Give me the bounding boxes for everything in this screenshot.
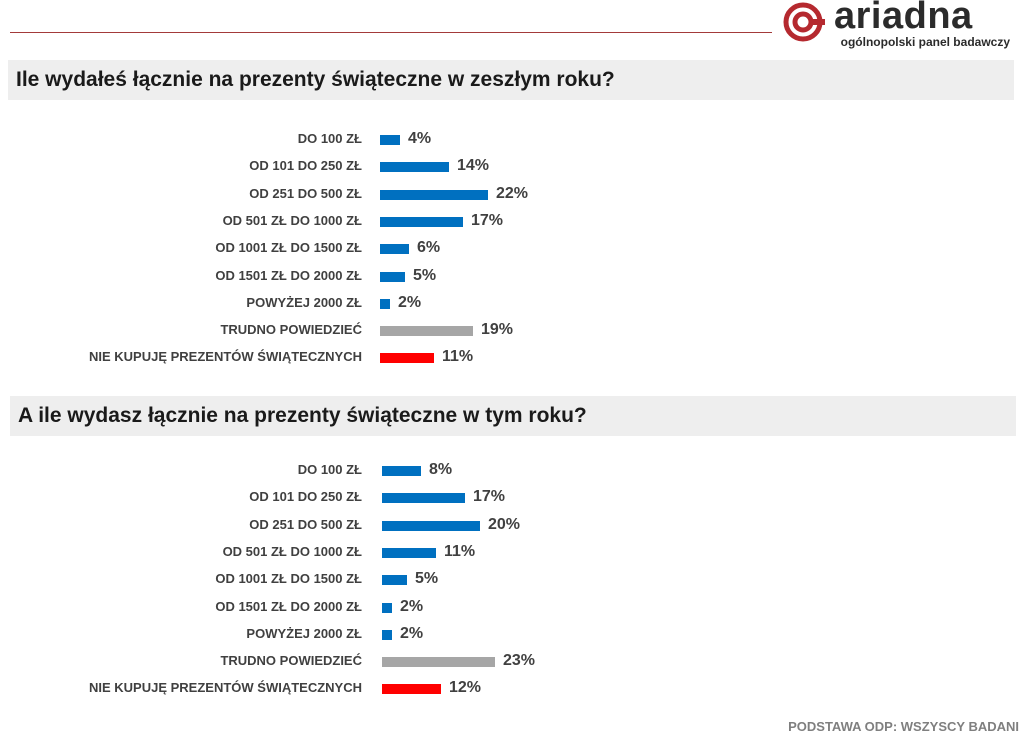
ariadna-logo-icon xyxy=(783,2,825,42)
question-title-2: A ile wydasz łącznie na prezenty świątec… xyxy=(18,404,587,427)
category-label: OD 501 ZŁ DO 1000 ZŁ xyxy=(222,213,362,228)
category-label: OD 1001 ZŁ DO 1500 ZŁ xyxy=(215,240,362,255)
value-label: 14% xyxy=(457,157,490,174)
bar xyxy=(382,684,441,694)
category-label: OD 1501 ZŁ DO 2000 ZŁ xyxy=(215,268,362,283)
value-label: 12% xyxy=(449,679,482,696)
category-label: POWYŻEJ 2000 ZŁ xyxy=(246,295,362,310)
category-label: OD 501 ZŁ DO 1000 ZŁ xyxy=(222,544,362,559)
value-label: 5% xyxy=(415,570,439,587)
brand-tagline: ogólnopolski panel badawczy xyxy=(840,35,1010,49)
ariadna-logo: ariadna ogólnopolski panel badawczy xyxy=(782,0,1014,52)
value-label: 2% xyxy=(398,294,422,311)
footer-note: PODSTAWA ODP: WSZYSCY BADANI xyxy=(788,719,1019,734)
bar xyxy=(380,353,434,363)
value-label: 17% xyxy=(471,212,504,229)
category-label: OD 101 DO 250 ZŁ xyxy=(249,158,362,173)
bar xyxy=(382,630,392,640)
bar xyxy=(380,272,405,282)
category-label: OD 101 DO 250 ZŁ xyxy=(249,489,362,504)
bar xyxy=(380,190,488,200)
value-label: 4% xyxy=(408,130,432,147)
header-divider xyxy=(10,32,772,33)
category-label: DO 100 ZŁ xyxy=(297,131,362,146)
bar xyxy=(382,575,407,585)
bar xyxy=(382,521,480,531)
bar xyxy=(382,548,436,558)
question-banner-1: Ile wydałeś łącznie na prezenty świątecz… xyxy=(8,60,1014,100)
value-label: 2% xyxy=(400,625,424,642)
value-label: 23% xyxy=(503,652,536,669)
bar-chart-last-year: DO 100 ZŁ 4% OD 101 DO 250 ZŁ 14% OD 251 DO … xyxy=(0,128,1023,368)
value-label: 2% xyxy=(400,598,424,615)
bar xyxy=(380,244,409,254)
question-title-1: Ile wydałeś łącznie na prezenty świątecz… xyxy=(16,68,615,91)
bar xyxy=(382,493,465,503)
category-label: OD 251 DO 500 ZŁ xyxy=(249,517,362,532)
value-label: 6% xyxy=(417,239,441,256)
value-label: 5% xyxy=(413,267,437,284)
value-label: 11% xyxy=(442,348,474,365)
value-label: 19% xyxy=(481,321,514,338)
category-label: NIE KUPUJĘ PREZENTÓW ŚWIĄTECZNYCH xyxy=(88,680,362,695)
bar xyxy=(380,299,390,309)
value-label: 11% xyxy=(444,543,476,560)
category-label: TRUDNO POWIEDZIEĆ xyxy=(220,322,362,337)
value-label: 22% xyxy=(496,185,529,202)
bar xyxy=(380,135,400,145)
bar xyxy=(382,466,421,476)
category-label: OD 1001 ZŁ DO 1500 ZŁ xyxy=(215,571,362,586)
bar xyxy=(380,326,473,336)
brand-name: ariadna xyxy=(834,0,973,37)
question-banner-2: A ile wydasz łącznie na prezenty świątec… xyxy=(10,396,1016,436)
value-label: 20% xyxy=(488,516,521,533)
bar xyxy=(382,657,495,667)
category-label: DO 100 ZŁ xyxy=(297,462,362,477)
bar-chart-this-year: DO 100 ZŁ 8% OD 101 DO 250 ZŁ 17% OD 251 DO … xyxy=(0,459,1023,699)
category-label: OD 1501 ZŁ DO 2000 ZŁ xyxy=(215,599,362,614)
bar xyxy=(382,603,392,613)
value-label: 17% xyxy=(473,488,506,505)
category-label: POWYŻEJ 2000 ZŁ xyxy=(246,626,362,641)
category-label: TRUDNO POWIEDZIEĆ xyxy=(220,653,362,668)
bar xyxy=(380,162,449,172)
bar xyxy=(380,217,463,227)
category-label: OD 251 DO 500 ZŁ xyxy=(249,186,362,201)
value-label: 8% xyxy=(429,461,453,478)
category-label: NIE KUPUJĘ PREZENTÓW ŚWIĄTECZNYCH xyxy=(88,349,362,364)
